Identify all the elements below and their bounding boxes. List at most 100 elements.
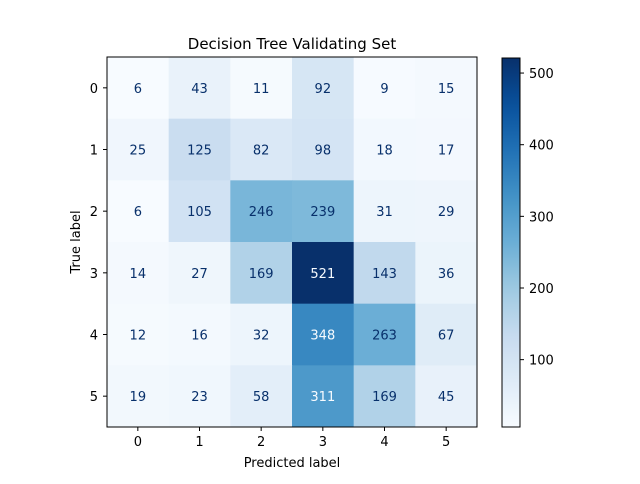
cell-value-label: 14 (130, 267, 147, 282)
y-tick-label: 5 (90, 390, 98, 405)
cell-value-label: 9 (380, 82, 388, 97)
x-tick-label: 0 (134, 435, 142, 450)
cell-value-label: 16 (191, 329, 208, 344)
heatmap-cell (353, 242, 416, 305)
heatmap-cell (415, 57, 478, 120)
heatmap-cell (353, 303, 416, 366)
y-tick-label: 3 (90, 267, 98, 282)
heatmap-cell (107, 180, 170, 243)
cell-value-label: 36 (438, 267, 455, 282)
heatmap-cell (168, 57, 231, 120)
cell-value-label: 311 (310, 390, 335, 405)
heatmap-cell (168, 180, 231, 243)
cell-value-label: 18 (376, 144, 393, 159)
x-tick-label: 2 (257, 435, 265, 450)
cell-value-label: 29 (438, 205, 455, 220)
heatmap-cell (230, 242, 293, 305)
heatmap-cell (168, 242, 231, 305)
colorbar (501, 57, 521, 428)
heatmap-cell (292, 57, 355, 120)
cell-value-label: 169 (372, 390, 397, 405)
cell-value-label: 143 (372, 267, 397, 282)
heatmap-cell (168, 365, 231, 428)
heatmap-cell (230, 180, 293, 243)
heatmap-cell (230, 303, 293, 366)
heatmap-cell (168, 303, 231, 366)
colorbar-tick-label: 500 (529, 67, 554, 82)
heatmap-cell (292, 242, 355, 305)
cell-value-label: 246 (249, 205, 274, 220)
plot-frame (106, 56, 478, 428)
chart-title: Decision Tree Validating Set (188, 35, 397, 53)
cell-value-label: 125 (187, 144, 212, 159)
cell-value-label: 17 (438, 144, 455, 159)
colorbar-ticks: 100 200 300 400 500 (520, 67, 554, 369)
cell-value-label: 348 (310, 329, 335, 344)
cell-value-label: 43 (191, 82, 208, 97)
x-axis-label: Predicted label (244, 456, 341, 471)
heatmap-cell (107, 118, 170, 181)
heatmap-cell (415, 242, 478, 305)
heatmap-cell (292, 180, 355, 243)
cell-value-label: 263 (372, 329, 397, 344)
heatmap-cell (107, 365, 170, 428)
y-tick-label: 2 (90, 205, 98, 220)
cell-value-label: 169 (249, 267, 274, 282)
heatmap-cells: 6 43 11 92 9 15 25 125 82 98 18 17 6 105 246 239 31 29 14 2… (107, 57, 478, 428)
heatmap-cell (415, 303, 478, 366)
cell-value-label: 521 (310, 267, 335, 282)
heatmap-cell (230, 57, 293, 120)
cell-value-label: 32 (253, 329, 270, 344)
colorbar-tick-label: 200 (529, 282, 554, 297)
x-tick-label: 3 (319, 435, 327, 450)
cell-value-label: 239 (310, 205, 335, 220)
cell-value-label: 12 (130, 329, 147, 344)
y-tick-label: 0 (90, 82, 98, 97)
heatmap-cell (292, 365, 355, 428)
cell-value-label: 67 (438, 329, 455, 344)
cell-value-label: 6 (134, 82, 142, 97)
heatmap-cell (168, 118, 231, 181)
cell-value-label: 25 (130, 144, 147, 159)
heatmap-cell (353, 365, 416, 428)
heatmap-cell (230, 365, 293, 428)
heatmap-cell (230, 118, 293, 181)
cell-value-label: 23 (191, 390, 208, 405)
x-tick-label: 4 (380, 435, 388, 450)
y-axis-ticks: 0 1 2 3 4 5 (90, 82, 107, 405)
heatmap-cell (415, 180, 478, 243)
cell-value-label: 105 (187, 205, 212, 220)
heatmap-cell (292, 303, 355, 366)
colorbar-tick-label: 300 (529, 210, 554, 225)
cell-value-label: 98 (315, 144, 332, 159)
y-tick-label: 1 (90, 144, 98, 159)
cell-value-label: 31 (376, 205, 393, 220)
cell-value-label: 27 (191, 267, 208, 282)
heatmap-cell (415, 365, 478, 428)
cell-value-label: 15 (438, 82, 455, 97)
x-tick-label: 5 (442, 435, 450, 450)
heatmap-cell (353, 118, 416, 181)
cell-value-label: 92 (315, 82, 332, 97)
heatmap-cell (107, 57, 170, 120)
colorbar-tick-label: 400 (529, 139, 554, 154)
cell-value-label: 11 (253, 82, 270, 97)
x-axis-ticks: 0 1 2 3 4 5 (134, 427, 450, 450)
cell-value-label: 45 (438, 390, 455, 405)
heatmap-cell (107, 303, 170, 366)
y-tick-label: 4 (90, 329, 98, 344)
x-tick-label: 1 (195, 435, 203, 450)
cell-value-label: 58 (253, 390, 270, 405)
y-axis-label: True label (69, 210, 84, 274)
heatmap-cell (107, 242, 170, 305)
cell-value-label: 6 (134, 205, 142, 220)
heatmap-cell (353, 180, 416, 243)
cell-value-label: 19 (130, 390, 147, 405)
heatmap-cell (415, 118, 478, 181)
colorbar-tick-label: 100 (529, 354, 554, 369)
cell-value-label: 82 (253, 144, 270, 159)
heatmap-cell (292, 118, 355, 181)
heatmap-cell (353, 57, 416, 120)
